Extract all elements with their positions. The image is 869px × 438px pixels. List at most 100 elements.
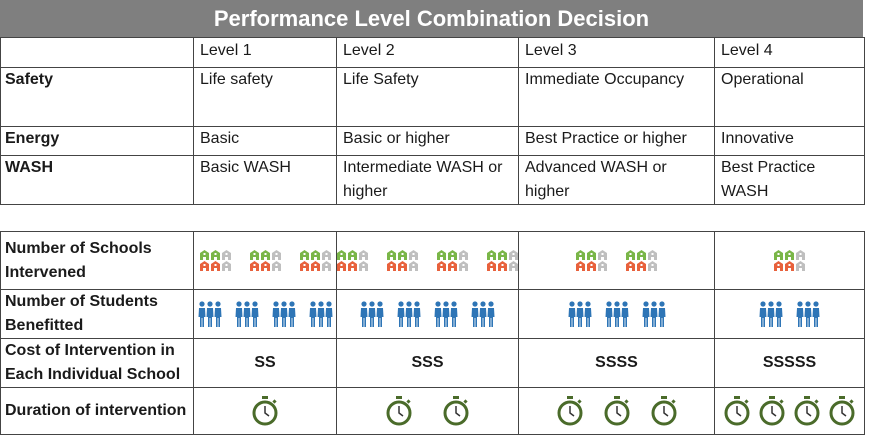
person-icon [368,301,376,327]
school-group [249,250,281,271]
person-icon [658,301,665,327]
person-icon [434,301,442,327]
student-group [198,301,222,327]
school-building-icon [598,250,607,260]
row-label: WASH [0,155,194,205]
stopwatch-icon [443,396,469,426]
person-icon [405,301,413,327]
table-row: WASH Basic WASH Intermediate WASH or hig… [0,155,865,205]
table-cell: Best Practice WASH [714,155,865,205]
table-cell: Basic WASH [193,155,337,205]
students-cell [714,289,865,339]
duration-cell [518,387,715,435]
table-cell: Life safety [193,67,337,127]
person-icon [613,301,620,327]
students-cell [336,289,519,339]
school-building-icon [249,250,259,260]
school-group [387,250,418,271]
table-cell: Basic or higher [336,126,519,156]
school-building-icon [359,250,368,260]
student-group [235,301,259,327]
person-icon [621,301,628,327]
school-building-icon [487,250,496,260]
person-icon [775,301,783,327]
student-group [759,301,783,327]
school-building-icon [221,261,231,271]
school-building-icon [774,261,783,271]
person-icon [325,301,332,327]
student-icons [195,301,336,327]
student-group [471,301,495,327]
student-group [309,301,333,327]
person-icon [576,301,583,327]
page-title: Performance Level Combination Decision [0,0,863,37]
table-cell: Innovative [714,126,865,156]
table-cell: Immediate Occupancy [518,67,715,127]
student-group [434,301,458,327]
person-icon [413,301,421,327]
school-building-icon [387,250,396,260]
school-building-icon [398,261,407,271]
school-building-icon [387,261,396,271]
school-building-icon [637,250,646,260]
school-building-icon [509,261,518,271]
person-icon [360,301,368,327]
duration-cell [714,387,865,435]
timer-icons [338,396,518,426]
level-header: Level 2 [336,37,519,68]
level-header-row: Level 1 Level 2 Level 3 Level 4 [0,37,865,68]
stopwatch-icon [651,396,676,426]
stopwatch-icon [557,396,582,426]
cost-value: SSSS [518,338,715,388]
person-icon [251,301,258,327]
school-building-icon [260,250,270,260]
row-label: Number of Students Benefitted [0,289,194,339]
school-icons [520,250,714,271]
school-building-icon [221,250,231,260]
school-group [487,250,518,271]
student-group [568,301,592,327]
person-icon [317,301,324,327]
school-building-icon [598,261,607,271]
school-building-icon [587,250,596,260]
stopwatch-icon [252,396,278,426]
level-header: Level 4 [714,37,865,68]
school-icons [716,250,864,271]
school-building-icon [626,250,635,260]
school-building-icon [260,261,270,271]
cost-value: SSSSS [714,338,865,388]
school-group [576,250,607,271]
school-building-icon [310,261,320,271]
person-icon [309,301,316,327]
person-icon [767,301,775,327]
corner-cell [0,37,194,68]
person-icon [243,301,250,327]
school-building-icon [785,261,794,271]
level-header: Level 3 [518,37,715,68]
schools-cell [336,231,519,290]
table-cell: Basic [193,126,337,156]
school-building-icon [348,261,357,271]
school-building-icon [648,261,657,271]
timer-icons [195,396,336,426]
school-building-icon [448,261,457,271]
table-cell: Best Practice or higher [518,126,715,156]
stopwatch-icon [794,396,820,426]
school-building-icon [437,250,446,260]
person-icon [804,301,812,327]
person-icon [272,301,279,327]
table-cell: Intermediate WASH or higher [336,155,519,205]
duration-row: Duration of intervention [0,387,865,435]
person-icon [214,301,221,327]
school-group [437,250,468,271]
school-building-icon [459,250,468,260]
cost-value: SS [193,338,337,388]
school-building-icon [796,250,805,260]
stopwatch-icon [386,396,412,426]
school-building-icon [459,261,468,271]
school-building-icon [199,250,209,260]
person-icon [442,301,450,327]
student-group [272,301,296,327]
student-icons [716,301,864,327]
school-building-icon [337,261,346,271]
